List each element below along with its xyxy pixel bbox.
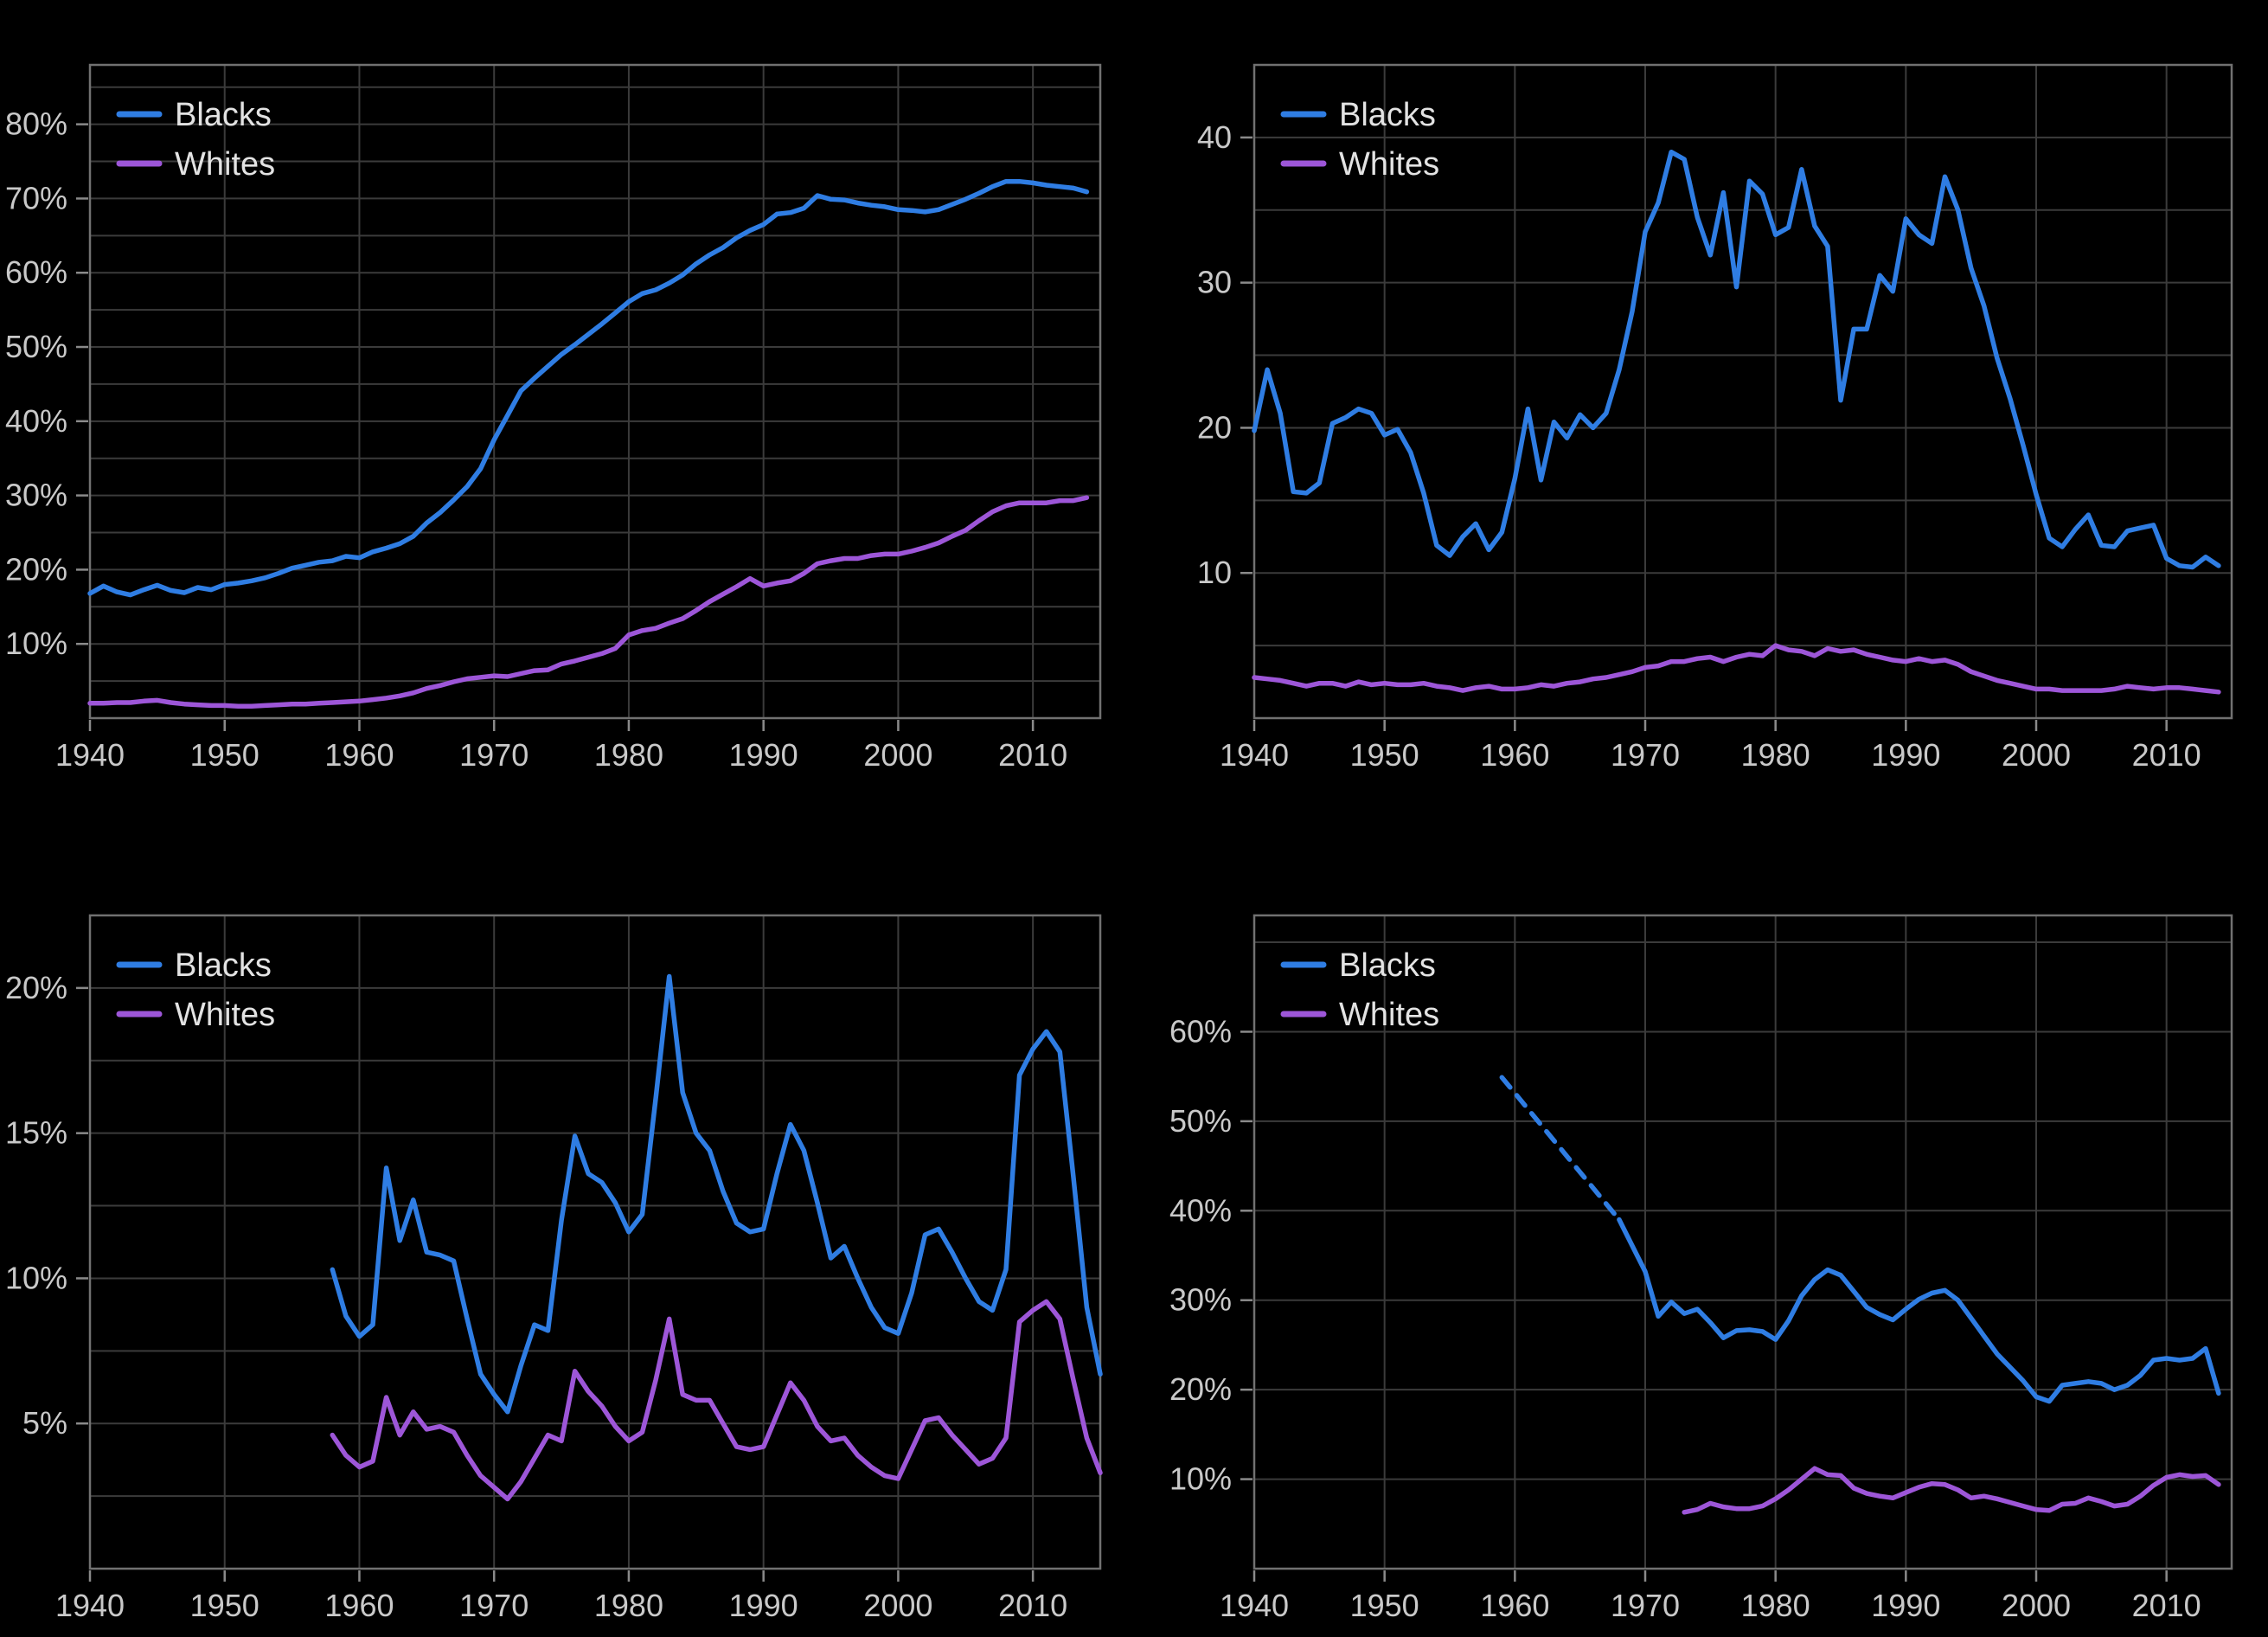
x-tick-label: 1970	[459, 737, 529, 773]
whites-line	[87, 495, 1090, 709]
x-tick-label: 2000	[2002, 1588, 2071, 1623]
x-tick-label: 1950	[190, 737, 259, 773]
y-tick-label: 5%	[22, 1405, 67, 1441]
blacks-line-dashed	[1499, 1075, 1622, 1223]
whites-line	[330, 1299, 1103, 1502]
x-tick-label: 2010	[2132, 737, 2201, 773]
whites-line	[1682, 1466, 2221, 1515]
x-tick-label: 1940	[1220, 737, 1289, 773]
x-axis: 1940 1950 1960 1970 1980 1990 2000 2010	[1220, 1570, 2201, 1623]
legend-label-whites: Whites	[1339, 146, 1439, 183]
x-axis: 1940 1950 1960 1970 1980 1990 2000 2010	[55, 720, 1067, 773]
legend: Blacks Whites	[1280, 97, 1439, 183]
y-tick-label: 15%	[5, 1115, 67, 1151]
x-tick-label: 1990	[729, 737, 798, 773]
y-tick-label: 50%	[1169, 1103, 1232, 1139]
y-tick-label: 30	[1197, 265, 1232, 300]
whites-line	[1252, 643, 2221, 695]
y-tick-label: 40%	[1169, 1192, 1232, 1228]
plot-border	[1253, 914, 2233, 1570]
x-tick-label: 1960	[1480, 1588, 1549, 1623]
y-tick-label: 40	[1197, 119, 1232, 155]
top-left-chart: 10% 20% 30% 40% 50% 60% 70% 80% 1940 1950 1960 1970…	[5, 63, 1102, 773]
bottom-right-chart: 10%20%30%40%50%60%1940 1950 1960 1970 1980 19…	[1169, 914, 2233, 1623]
y-tick-label: 60%	[5, 254, 67, 290]
y-axis: 10% 20% 30% 40% 50% 60%	[1169, 1013, 1253, 1497]
y-tick-label: 30%	[1169, 1282, 1232, 1318]
y-tick-label: 30%	[5, 478, 67, 513]
x-tick-label: 1980	[594, 737, 663, 773]
y-tick-label: 50%	[5, 329, 67, 364]
legend-label-blacks: Blacks	[1339, 947, 1436, 984]
y-tick-label: 60%	[1169, 1013, 1232, 1049]
x-axis: 1940 1950 1960 1970 1980 1990 2000 2010	[1220, 720, 2201, 773]
y-tick-label: 40%	[5, 403, 67, 439]
y-tick-label: 20%	[1169, 1371, 1232, 1407]
gridlines	[90, 915, 1100, 1569]
x-tick-label: 1960	[324, 1588, 394, 1623]
legend-label-whites: Whites	[1339, 997, 1439, 1033]
y-axis: 10% 20% 30% 40% 50% 60% 70% 80%	[5, 106, 88, 661]
y-axis: 10 20 30 40	[1197, 119, 1253, 590]
blacks-line	[330, 973, 1103, 1415]
legend-label-blacks: Blacks	[175, 947, 272, 984]
x-tick-label: 2000	[863, 1588, 932, 1623]
legend-label-blacks: Blacks	[1339, 97, 1436, 133]
x-axis: 1940 1950 1960 1970 1980 1990 2000 2010	[55, 1570, 1067, 1623]
x-tick-label: 1970	[1611, 737, 1680, 773]
y-tick-label: 70%	[5, 180, 67, 215]
x-tick-label: 1990	[1871, 737, 1940, 773]
x-tick-label: 2010	[2132, 1588, 2201, 1623]
x-tick-label: 1980	[594, 1588, 663, 1623]
legend: Blacks Whites	[1280, 947, 1439, 1033]
y-tick-label: 10%	[1169, 1461, 1232, 1497]
x-tick-label: 1950	[1350, 737, 1419, 773]
legend-label-blacks: Blacks	[175, 97, 272, 133]
plot-border	[88, 914, 1102, 1570]
y-tick-label: 10%	[5, 626, 67, 661]
legend-label-whites: Whites	[175, 997, 275, 1033]
x-tick-label: 2010	[998, 1588, 1067, 1623]
y-tick-label: 20%	[5, 970, 67, 1005]
x-tick-label: 1990	[1871, 1588, 1940, 1623]
x-tick-label: 1940	[1220, 1588, 1289, 1623]
x-tick-label: 2010	[998, 737, 1067, 773]
x-tick-label: 1970	[1611, 1588, 1680, 1623]
x-tick-label: 1980	[1741, 737, 1810, 773]
bottom-left-chart: 5% 10% 15% 20% 1940 1950 1960 1970 1980 1990 2000 2…	[5, 914, 1103, 1623]
legend: Blacks Whites	[116, 947, 275, 1033]
y-tick-label: 80%	[5, 106, 67, 142]
gridlines	[90, 65, 1100, 718]
y-axis: 5% 10% 15% 20%	[5, 970, 88, 1441]
y-tick-label: 10	[1197, 555, 1232, 590]
x-tick-label: 2000	[2002, 737, 2071, 773]
y-tick-label: 20	[1197, 409, 1232, 445]
x-tick-label: 1990	[729, 1588, 798, 1623]
blacks-line	[87, 178, 1090, 598]
x-tick-label: 1950	[190, 1588, 259, 1623]
plot-border	[88, 63, 1102, 720]
x-tick-label: 1940	[55, 737, 125, 773]
y-tick-label: 10%	[5, 1260, 67, 1295]
x-tick-label: 1980	[1741, 1588, 1810, 1623]
x-tick-label: 1960	[1480, 737, 1549, 773]
blacks-line	[1252, 149, 2221, 570]
plot-border	[1253, 63, 2233, 720]
x-tick-label: 1970	[459, 1588, 529, 1623]
gridlines	[1254, 65, 2232, 718]
gridlines	[1254, 915, 2232, 1569]
legend: Blacks Whites	[116, 97, 275, 183]
x-tick-label: 1960	[324, 737, 394, 773]
x-tick-label: 1950	[1350, 1588, 1419, 1623]
legend-label-whites: Whites	[175, 146, 275, 183]
x-tick-label: 2000	[863, 737, 932, 773]
top-right-chart: 10 20 30 40 1940 1950 1960 1970 1980 1990 2000 2010…	[1197, 63, 2233, 773]
blacks-line	[1617, 1217, 2221, 1404]
y-tick-label: 20%	[5, 551, 67, 587]
x-tick-label: 1940	[55, 1588, 125, 1623]
